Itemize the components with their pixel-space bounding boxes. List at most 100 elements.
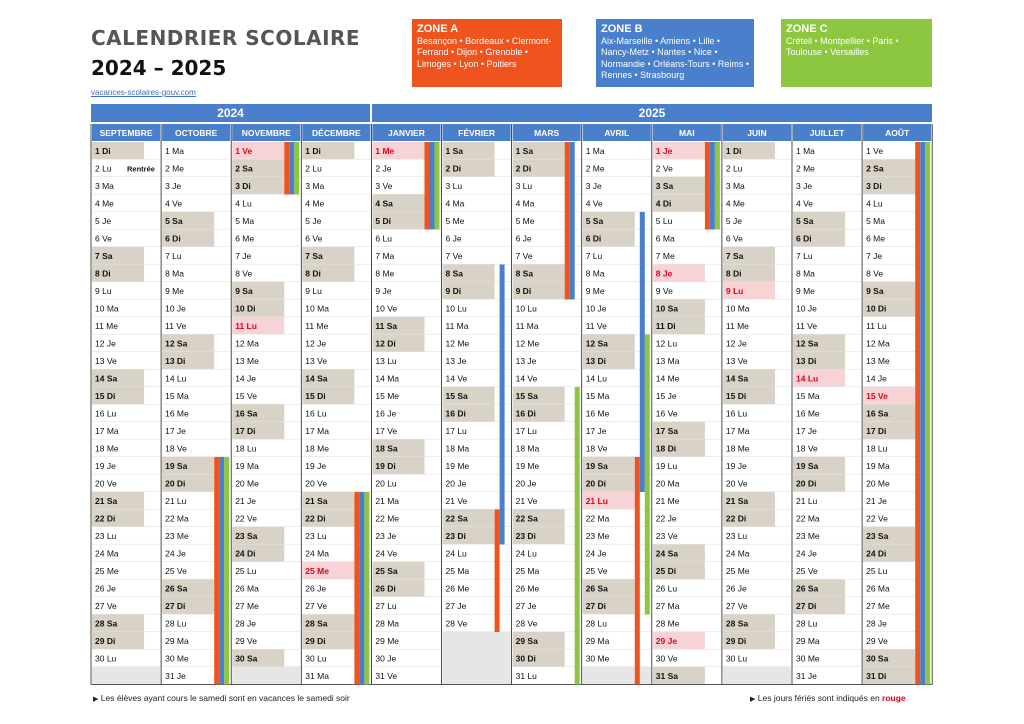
day-label: 18 Ve <box>165 444 187 454</box>
day-label: 23 Lu <box>305 531 327 541</box>
day-label: 11 Me <box>95 321 118 331</box>
day-label: 19 Sa <box>586 461 608 471</box>
day-label: 16 Di <box>446 409 466 419</box>
day-label: 25 Ve <box>796 566 818 576</box>
day-cell <box>793 439 846 457</box>
day-cell <box>442 439 495 457</box>
day-label: 7 Sa <box>726 251 744 261</box>
day-label: 11 Me <box>726 321 749 331</box>
day-label: 14 Je <box>866 374 887 384</box>
day-cell <box>372 264 425 282</box>
day-label: 2 Di <box>516 164 532 174</box>
day-label: 3 Je <box>165 181 181 191</box>
day-cell <box>232 562 285 579</box>
day-cell <box>232 387 285 404</box>
day-label: 11 Me <box>305 321 328 331</box>
day-label: 13 Lu <box>375 356 397 366</box>
day-label: 26 Sa <box>165 584 187 594</box>
day-label: 27 Je <box>516 601 537 611</box>
day-label: 27 Ma <box>656 601 680 611</box>
day-label: 25 Di <box>656 566 676 576</box>
day-cell <box>512 544 565 562</box>
day-cell <box>512 597 565 614</box>
day-cell <box>652 544 705 562</box>
day-cell <box>582 352 635 369</box>
day-cell <box>582 404 635 422</box>
day-label: 18 Me <box>726 444 750 454</box>
vacation-bar-zone-b <box>219 457 225 685</box>
day-cell <box>793 334 846 352</box>
day-cell <box>162 369 215 387</box>
day-label: 7 Me <box>656 251 675 261</box>
day-label: 16 Me <box>165 409 189 419</box>
day-cell <box>582 579 635 597</box>
day-cell <box>442 509 495 527</box>
day-cell <box>863 492 916 509</box>
day-label: 3 Je <box>586 181 602 191</box>
day-cell <box>793 632 846 649</box>
day-cell <box>582 544 635 562</box>
day-label: 30 Ve <box>656 654 678 664</box>
day-label: 19 Je <box>95 461 116 471</box>
day-cell <box>92 317 145 334</box>
day-cell <box>722 474 775 492</box>
day-cell <box>863 229 916 247</box>
day-cell <box>232 212 285 229</box>
day-cell <box>302 597 355 614</box>
day-cell <box>92 527 145 544</box>
day-label: 10 Je <box>586 304 607 314</box>
day-cell <box>92 544 145 562</box>
day-label: 8 Di <box>305 269 321 279</box>
day-cell <box>793 352 846 369</box>
day-cell <box>793 229 846 247</box>
day-label: 5 Ma <box>235 216 254 226</box>
day-label: 17 Je <box>165 426 186 436</box>
day-label: 12 Me <box>446 339 470 349</box>
month-header-bg <box>793 124 862 141</box>
day-cell <box>652 194 705 212</box>
day-cell <box>652 527 705 544</box>
day-label: 22 Di <box>305 514 325 524</box>
day-label: 24 Ma <box>726 549 750 559</box>
day-label: 13 Me <box>235 356 259 366</box>
day-label: 26 Ma <box>235 584 259 594</box>
day-cell <box>863 317 916 334</box>
day-cell <box>92 194 145 212</box>
arrow-icon: ▶ <box>93 696 99 703</box>
day-label: 22 Di <box>95 514 115 524</box>
day-label: 10 Ma <box>305 304 329 314</box>
day-cell <box>302 142 355 159</box>
day-label: 30 Me <box>165 654 189 664</box>
vacation-bar-zone-b <box>499 264 505 545</box>
day-label: 20 Di <box>586 479 606 489</box>
day-label: 10 Ma <box>726 304 750 314</box>
day-label: 1 Di <box>305 146 321 156</box>
day-cell <box>863 387 916 404</box>
day-label: 17 Di <box>866 426 886 436</box>
empty-cell <box>442 632 511 650</box>
day-cell <box>92 509 145 527</box>
zone-a-cities: Besançon • Bordeaux • Clermont-Ferrand •… <box>417 36 552 69</box>
day-label: 30 Sa <box>866 654 888 664</box>
day-label: 22 Sa <box>516 514 538 524</box>
day-label: 25 Ma <box>446 566 470 576</box>
day-label: 21 Je <box>866 496 887 506</box>
day-cell <box>372 597 425 614</box>
month-header: FÉVRIER <box>458 128 495 138</box>
day-cell <box>652 142 705 159</box>
day-label: 5 Ma <box>866 216 885 226</box>
day-cell <box>582 474 635 492</box>
website-link[interactable]: vacances-scolaires-gouv.com <box>91 88 196 97</box>
day-cell <box>512 404 565 422</box>
day-cell <box>232 614 285 632</box>
day-cell <box>162 212 215 229</box>
day-label: 19 Lu <box>656 461 678 471</box>
day-cell <box>442 369 495 387</box>
day-cell <box>722 299 775 317</box>
day-label: 31 Di <box>866 671 886 681</box>
day-label: 16 Me <box>796 409 820 419</box>
day-label: 7 Lu <box>796 251 813 261</box>
day-label: 5 Me <box>516 216 535 226</box>
day-cell <box>372 299 425 317</box>
day-cell <box>652 247 705 264</box>
